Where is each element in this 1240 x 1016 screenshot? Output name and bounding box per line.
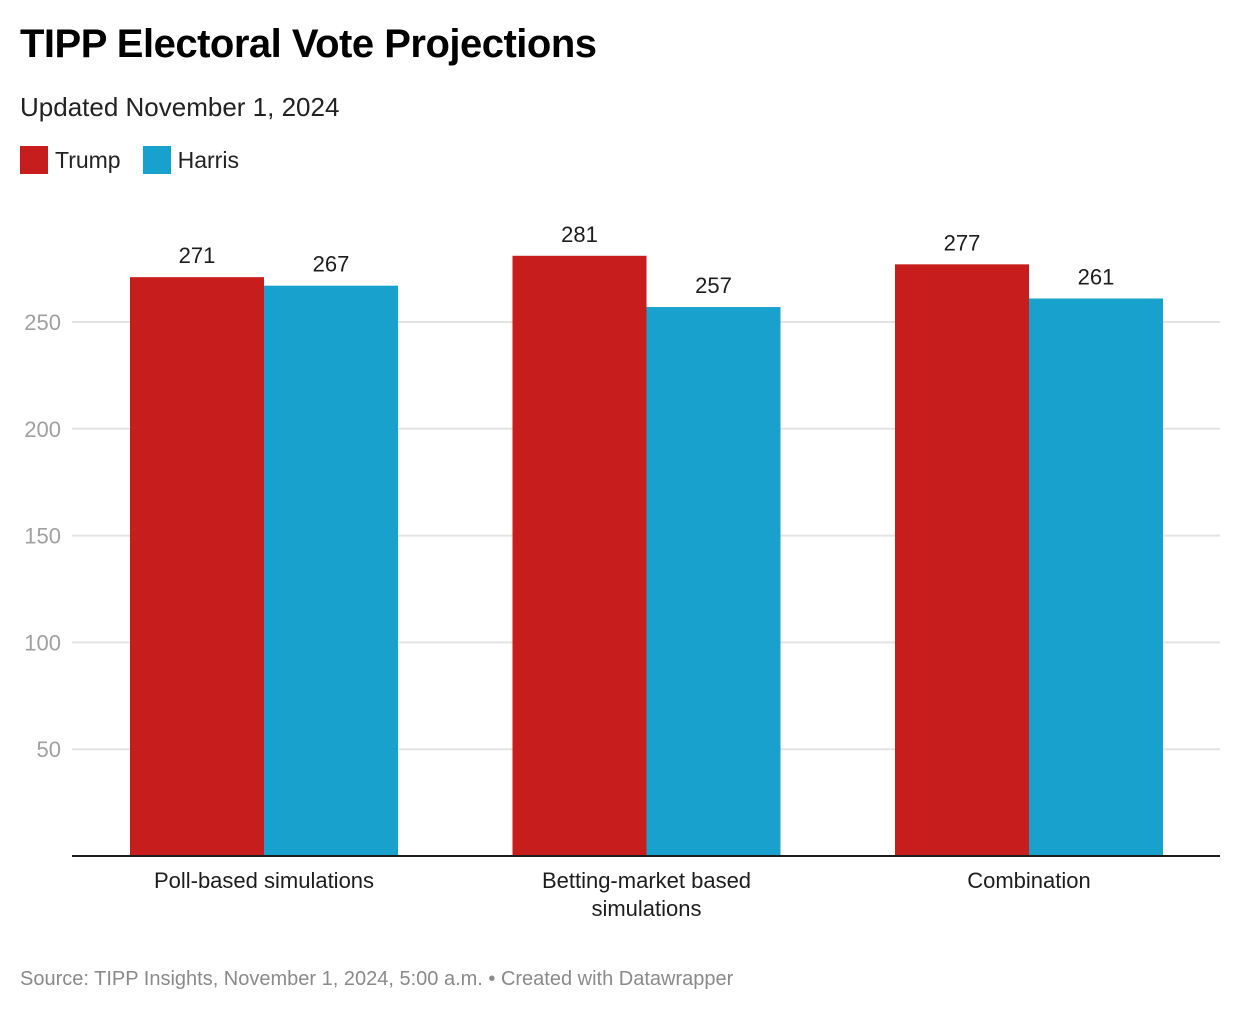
x-tick-label: Poll-based simulations	[154, 868, 374, 893]
bar-trump	[130, 277, 264, 856]
legend-label-harris: Harris	[177, 146, 239, 173]
y-tick-label: 50	[37, 737, 61, 762]
legend-swatch-harris	[142, 146, 171, 174]
bar-harris	[264, 285, 398, 856]
data-label: 271	[179, 243, 216, 268]
data-label: 277	[944, 230, 981, 255]
data-label: 267	[313, 252, 350, 277]
legend-item-harris: Harris	[142, 146, 239, 174]
x-tick-label: simulations	[591, 896, 701, 921]
bar-trump	[512, 255, 647, 856]
legend: Trump Harris	[20, 146, 261, 174]
legend-label-trump: Trump	[55, 146, 121, 173]
x-tick-label: Betting-market based	[542, 868, 751, 893]
bar-harris	[646, 307, 781, 857]
bar-harris	[1029, 298, 1163, 856]
data-label: 261	[1078, 265, 1115, 290]
legend-item-trump: Trump	[20, 146, 121, 174]
chart-subtitle: Updated November 1, 2024	[20, 92, 340, 122]
y-tick-label: 200	[24, 417, 61, 442]
y-tick-label: 100	[24, 630, 61, 655]
y-tick-label: 150	[24, 524, 61, 549]
source-note: Source: TIPP Insights, November 1, 2024,…	[20, 968, 734, 990]
data-label: 281	[561, 222, 598, 247]
legend-swatch-trump	[20, 146, 48, 174]
data-label: 257	[695, 273, 732, 298]
chart-title: TIPP Electoral Vote Projections	[20, 22, 597, 66]
y-tick-label: 250	[24, 310, 61, 335]
bar-trump	[895, 264, 1029, 856]
x-tick-label: Combination	[967, 868, 1091, 893]
